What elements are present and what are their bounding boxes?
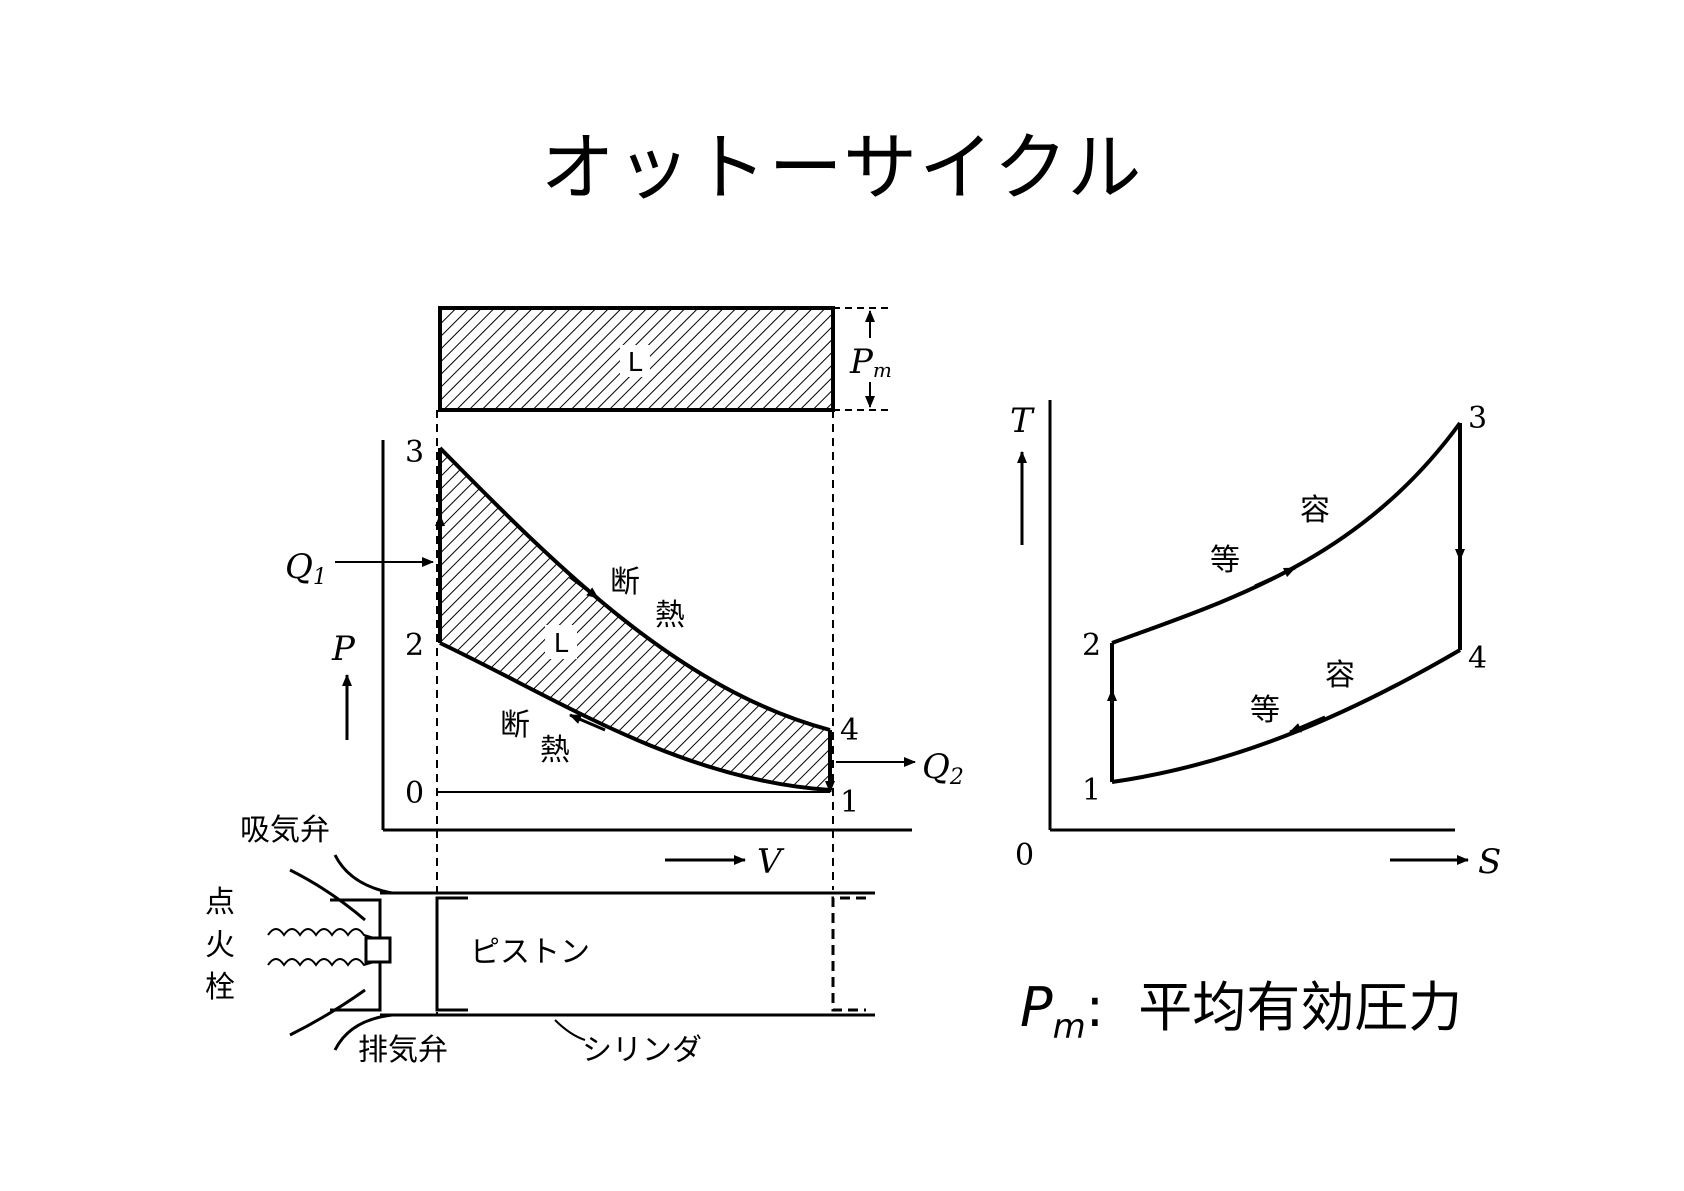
spark-plug-label-1: 点 bbox=[205, 885, 235, 920]
pv-p-label: P bbox=[331, 629, 356, 669]
pv-point-2: 2 bbox=[405, 628, 424, 663]
pv-point-3: 3 bbox=[405, 435, 424, 470]
legend-symbol: P bbox=[1020, 976, 1053, 1039]
rect-area-label: L bbox=[628, 348, 643, 378]
pm-label: Pm bbox=[849, 342, 892, 382]
ts-cycle-bottom bbox=[1111, 648, 1462, 784]
exhaust-valve-body bbox=[289, 988, 366, 1037]
expansion-label-b: 熱 bbox=[655, 598, 685, 633]
adiabatic-compression-curve bbox=[439, 641, 831, 792]
pv-point-4: 4 bbox=[840, 713, 859, 748]
legend: Pm: 平均有効圧力 bbox=[1020, 963, 1462, 1047]
page-title: オットーサイクル bbox=[540, 125, 1144, 211]
cycle-label-box bbox=[545, 625, 577, 659]
compression-label-a: 断 bbox=[500, 708, 530, 743]
exhaust-valve-stem bbox=[333, 1013, 393, 1051]
adiabatic-expansion-curve bbox=[438, 446, 831, 732]
arrow-1-2 bbox=[569, 713, 606, 732]
ts-point-3: 3 bbox=[1468, 401, 1487, 436]
pv-v-label: V bbox=[757, 842, 785, 882]
spark-coil-lower bbox=[267, 958, 375, 967]
ts-cycle-top bbox=[1111, 421, 1462, 645]
spark-coil-upper bbox=[267, 928, 375, 939]
legend-colon: : bbox=[1085, 976, 1104, 1039]
ts-point-1: 1 bbox=[1082, 773, 1101, 808]
ts-top-label-b: 容 bbox=[1300, 493, 1330, 528]
piston-label: ピストン bbox=[470, 935, 590, 970]
cylinder-leader bbox=[554, 1019, 586, 1041]
ts-bottom-label-a: 等 bbox=[1250, 693, 1280, 728]
ts-origin: 0 bbox=[1015, 838, 1034, 873]
spark-plug-label-3: 栓 bbox=[205, 970, 235, 1005]
ts-arrow-4-1 bbox=[1289, 715, 1326, 734]
intake-valve-stem bbox=[333, 854, 393, 895]
expansion-label-a: 断 bbox=[610, 565, 640, 600]
q1-label: Q1 bbox=[285, 547, 327, 590]
ts-top-label-a: 等 bbox=[1210, 543, 1240, 578]
arrow-3-4 bbox=[569, 575, 599, 600]
exhaust-valve-label: 排気弁 bbox=[358, 1033, 448, 1068]
legend-sub: m bbox=[1052, 1007, 1086, 1047]
rect-label-box bbox=[620, 345, 650, 377]
intake-valve-label: 吸気弁 bbox=[240, 813, 330, 848]
ts-bottom-label-b: 容 bbox=[1325, 658, 1355, 693]
intake-valve-body bbox=[289, 868, 366, 922]
spark-plug-tip bbox=[364, 936, 392, 964]
piston-shape bbox=[435, 896, 468, 1012]
legend-text: 平均有効圧力 bbox=[1138, 976, 1463, 1039]
cycle-area bbox=[440, 448, 830, 790]
ts-point-2: 2 bbox=[1082, 628, 1101, 663]
q2-label: Q2 bbox=[922, 747, 964, 790]
compression-label-b: 熱 bbox=[540, 733, 570, 768]
cycle-area-label: L bbox=[554, 629, 569, 659]
cylinder-label: シリンダ bbox=[582, 1033, 702, 1068]
pv-point-1: 1 bbox=[840, 785, 859, 820]
ts-t-label: T bbox=[1010, 401, 1035, 441]
ts-s-label: S bbox=[1478, 842, 1501, 882]
spark-plug-label-2: 火 bbox=[205, 928, 235, 963]
piston-end-dashed bbox=[831, 896, 866, 1012]
pv-point-0: 0 bbox=[405, 776, 424, 811]
ts-arrow-2-3 bbox=[1254, 566, 1296, 588]
ts-point-4: 4 bbox=[1468, 641, 1487, 676]
